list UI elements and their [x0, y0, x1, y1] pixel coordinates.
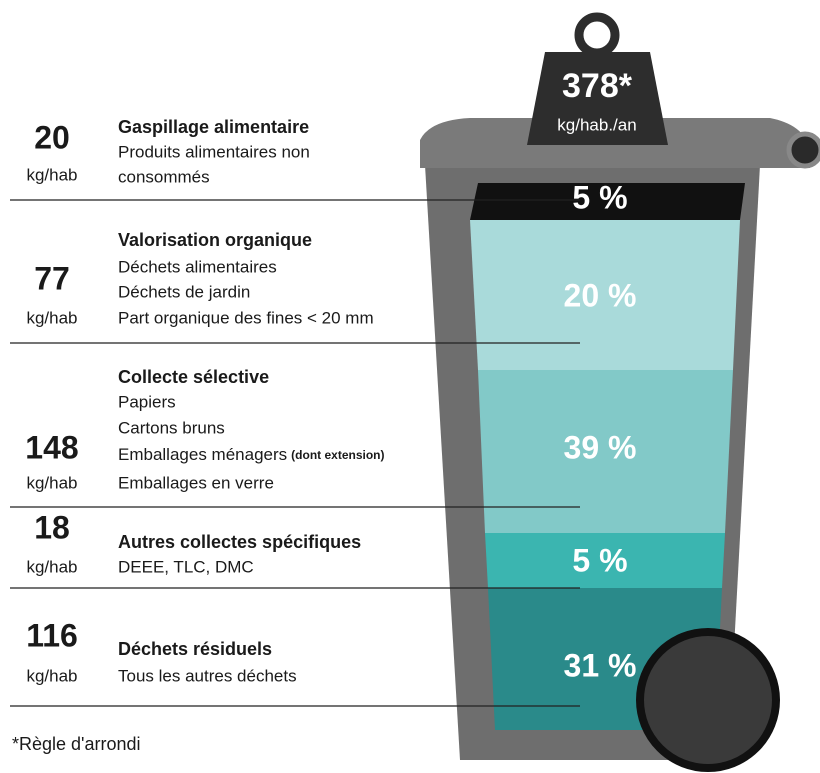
unit: kg/hab: [26, 473, 77, 492]
unit: kg/hab: [26, 666, 77, 685]
row-line: Déchets alimentaires: [118, 257, 277, 276]
row-line: consommés: [118, 167, 210, 186]
row-title: Gaspillage alimentaire: [118, 117, 309, 137]
percent: 5 %: [572, 179, 627, 215]
segment: [470, 220, 740, 370]
row-title: Déchets résiduels: [118, 639, 272, 659]
segment: [485, 533, 725, 588]
percent: 20 %: [564, 277, 637, 313]
bin-handle: [786, 131, 820, 169]
amount: 116: [26, 617, 78, 653]
segment: [478, 370, 733, 533]
percent: 5 %: [572, 542, 627, 578]
row-line: Déchets de jardin: [118, 282, 250, 301]
row-line: Tous les autres déchets: [118, 666, 297, 685]
unit: kg/hab: [26, 557, 77, 576]
row-line: Emballages en verre: [118, 473, 274, 492]
percent: 39 %: [564, 429, 637, 465]
row-title: Collecte sélective: [118, 367, 269, 387]
amount: 20: [34, 119, 70, 155]
bin-wheel: [636, 628, 780, 772]
row-line: Produits alimentaires non: [118, 142, 310, 161]
row-line-note: (dont extension): [291, 448, 384, 462]
amount: 77: [34, 260, 70, 296]
percent: 31 %: [564, 647, 637, 683]
unit: kg/hab: [26, 308, 77, 327]
row-line-text: Emballages ménagers: [118, 445, 287, 464]
weight-ring: [574, 12, 620, 58]
row-title: Valorisation organique: [118, 230, 312, 250]
row-line: Part organique des fines < 20 mm: [118, 308, 374, 327]
row-line: Emballages ménagers (dont extension): [118, 445, 384, 464]
row-title: Autres collectes spécifiques: [118, 532, 361, 552]
weight-value: 378*: [562, 67, 633, 105]
row-line: Cartons bruns: [118, 418, 225, 437]
weight-unit: kg/hab./an: [557, 115, 636, 134]
row-line: Papiers: [118, 392, 176, 411]
amount: 18: [34, 509, 70, 545]
unit: kg/hab: [26, 165, 77, 184]
footnote: *Règle d'arrondi: [12, 734, 141, 754]
amount: 148: [25, 429, 78, 465]
row-line: DEEE, TLC, DMC: [118, 557, 254, 576]
segment: [470, 183, 745, 220]
weight: [527, 52, 668, 145]
